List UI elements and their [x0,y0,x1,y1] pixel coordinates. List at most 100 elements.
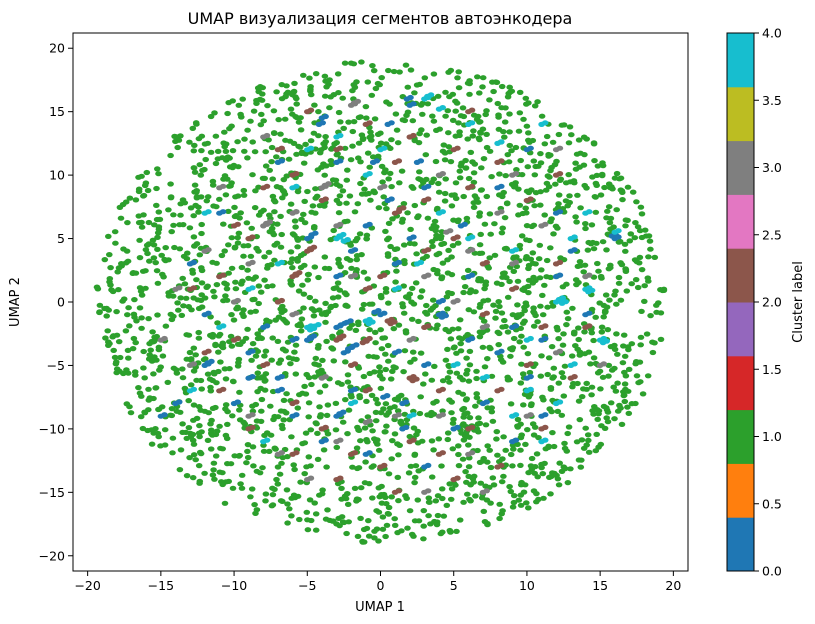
scatter-point-cluster-1 [537,151,544,157]
scatter-point-cluster-1 [537,373,545,379]
colorbar-segment [727,355,754,411]
scatter-point-cluster-2 [410,437,417,443]
scatter-point-cluster-3 [556,348,564,354]
scatter-point-cluster-1 [154,246,161,252]
scatter-point-cluster-3 [266,219,274,225]
scatter-point-cluster-1 [145,386,152,392]
scatter-point-cluster-1 [633,199,640,205]
scatter-point-cluster-4 [395,285,403,291]
scatter-point-cluster-1 [345,119,352,125]
scatter-point-cluster-1 [375,538,382,544]
scatter-point-cluster-1 [343,292,350,298]
y-tick-label: −10 [39,421,65,436]
scatter-point-cluster-1 [119,201,127,208]
scatter-point-cluster-1 [214,148,222,154]
scatter-point-cluster-2 [556,171,564,177]
scatter-point-cluster-1 [503,200,511,206]
scatter-point-cluster-4 [339,231,347,238]
scatter-point-cluster-1 [261,254,268,260]
scatter-point-cluster-1 [311,308,318,314]
scatter-point-cluster-3 [468,450,476,456]
scatter-point-cluster-2 [339,333,347,339]
x-tick-label: 15 [592,578,608,593]
scatter-point-cluster-2 [278,297,286,304]
scatter-point-cluster-0 [312,230,319,236]
scatter-point-cluster-1 [568,132,575,138]
scatter-point-cluster-0 [310,333,318,339]
scatter-point-cluster-1 [108,287,115,293]
scatter-point-cluster-1 [607,344,615,350]
scatter-point-cluster-1 [499,274,506,280]
scatter-point-cluster-1 [411,451,419,457]
scatter-point-cluster-1 [220,176,227,182]
scatter-point-cluster-1 [470,170,478,176]
scatter-point-cluster-1 [302,391,310,397]
scatter-point-cluster-1 [259,91,266,97]
scatter-point-cluster-1 [162,245,169,251]
scatter-point-cluster-1 [467,149,475,155]
scatter-point-cluster-1 [296,144,304,150]
scatter-point-cluster-1 [268,262,275,268]
scatter-point-cluster-1 [439,408,446,414]
scatter-point-cluster-1 [190,345,198,351]
scatter-point-cluster-1 [464,136,472,142]
scatter-point-cluster-1 [402,493,409,499]
scatter-point-cluster-2 [468,107,476,113]
scatter-point-cluster-1 [190,441,198,447]
scatter-point-cluster-1 [558,412,566,418]
scatter-point-cluster-3 [325,181,332,187]
chart-title: UMAP визуализация сегментов автоэнкодера [188,9,573,28]
scatter-point-cluster-1 [168,412,176,419]
scatter-point-cluster-1 [560,331,567,337]
scatter-point-cluster-1 [192,352,199,358]
scatter-point-cluster-1 [490,482,498,488]
scatter-point-cluster-1 [198,221,205,228]
scatter-point-cluster-1 [453,350,460,356]
scatter-point-cluster-3 [354,98,362,104]
scatter-point-cluster-1 [384,342,392,349]
scatter-point-cluster-1 [312,298,319,304]
scatter-point-cluster-2 [278,145,286,151]
scatter-point-cluster-1 [281,116,289,122]
scatter-point-cluster-0 [512,323,520,329]
scatter-point-cluster-4 [527,335,534,342]
scatter-point-cluster-1 [300,211,307,217]
scatter-point-cluster-1 [377,130,384,136]
scatter-point-cluster-1 [354,201,362,207]
scatter-point-cluster-1 [459,407,466,413]
scatter-point-cluster-1 [657,336,665,342]
scatter-point-cluster-0 [208,358,215,364]
scatter-point-cluster-1 [359,135,367,141]
scatter-point-cluster-1 [338,496,345,502]
scatter-point-cluster-1 [427,521,434,527]
scatter-point-cluster-1 [376,82,384,88]
scatter-point-cluster-1 [616,402,623,408]
scatter-point-cluster-1 [409,118,417,124]
scatter-point-cluster-1 [575,398,583,404]
scatter-point-cluster-1 [545,355,553,361]
scatter-point-cluster-1 [462,165,470,171]
scatter-point-cluster-1 [520,344,527,350]
scatter-point-cluster-1 [354,533,362,540]
scatter-point-cluster-1 [515,497,523,503]
scatter-point-cluster-1 [320,447,328,453]
scatter-point-cluster-1 [419,179,427,185]
scatter-point-cluster-1 [195,209,202,215]
scatter-point-cluster-1 [466,348,474,354]
scatter-point-cluster-1 [525,277,533,283]
scatter-point-cluster-1 [429,243,436,249]
scatter-point-cluster-1 [233,306,240,312]
scatter-point-cluster-1 [588,392,595,398]
scatter-point-cluster-1 [391,396,399,402]
scatter-point-cluster-1 [285,156,293,162]
scatter-point-cluster-1 [198,386,205,392]
scatter-point-cluster-1 [323,412,331,418]
scatter-point-cluster-0 [468,272,476,278]
scatter-point-cluster-1 [198,148,205,154]
scatter-point-cluster-4 [541,120,549,126]
scatter-point-cluster-1 [118,261,125,267]
scatter-point-cluster-1 [189,125,197,131]
scatter-point-cluster-1 [420,508,428,514]
scatter-point-cluster-1 [508,148,515,154]
